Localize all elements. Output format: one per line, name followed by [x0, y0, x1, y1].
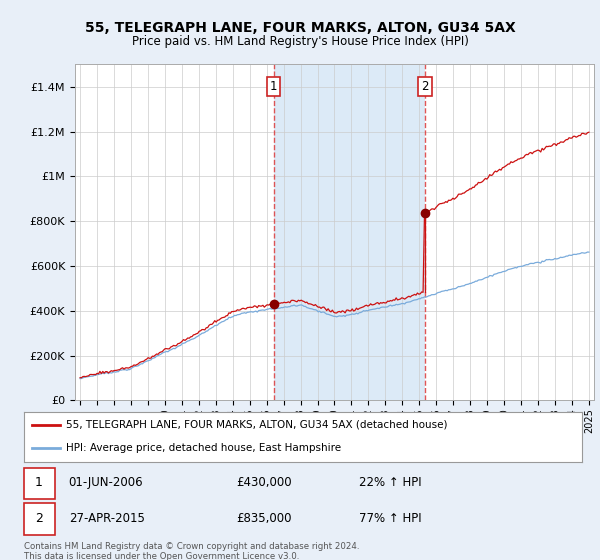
- Bar: [24, 468, 55, 500]
- Text: 2: 2: [35, 512, 43, 525]
- Text: 2: 2: [421, 80, 428, 94]
- Bar: [274, 64, 425, 400]
- Bar: [24, 503, 55, 535]
- Text: 77% ↑ HPI: 77% ↑ HPI: [359, 512, 421, 525]
- Text: 55, TELEGRAPH LANE, FOUR MARKS, ALTON, GU34 5AX (detached house): 55, TELEGRAPH LANE, FOUR MARKS, ALTON, G…: [66, 419, 448, 430]
- Text: Price paid vs. HM Land Registry's House Price Index (HPI): Price paid vs. HM Land Registry's House …: [131, 35, 469, 48]
- Text: HPI: Average price, detached house, East Hampshire: HPI: Average price, detached house, East…: [66, 443, 341, 453]
- Text: 27-APR-2015: 27-APR-2015: [68, 512, 145, 525]
- Text: 01-JUN-2006: 01-JUN-2006: [68, 477, 143, 489]
- Text: 55, TELEGRAPH LANE, FOUR MARKS, ALTON, GU34 5AX: 55, TELEGRAPH LANE, FOUR MARKS, ALTON, G…: [85, 21, 515, 35]
- Text: Contains HM Land Registry data © Crown copyright and database right 2024.
This d: Contains HM Land Registry data © Crown c…: [24, 542, 359, 560]
- Text: 22% ↑ HPI: 22% ↑ HPI: [359, 477, 421, 489]
- Text: £835,000: £835,000: [236, 512, 292, 525]
- Text: 1: 1: [35, 477, 43, 489]
- Text: £430,000: £430,000: [236, 477, 292, 489]
- Text: 1: 1: [270, 80, 278, 94]
